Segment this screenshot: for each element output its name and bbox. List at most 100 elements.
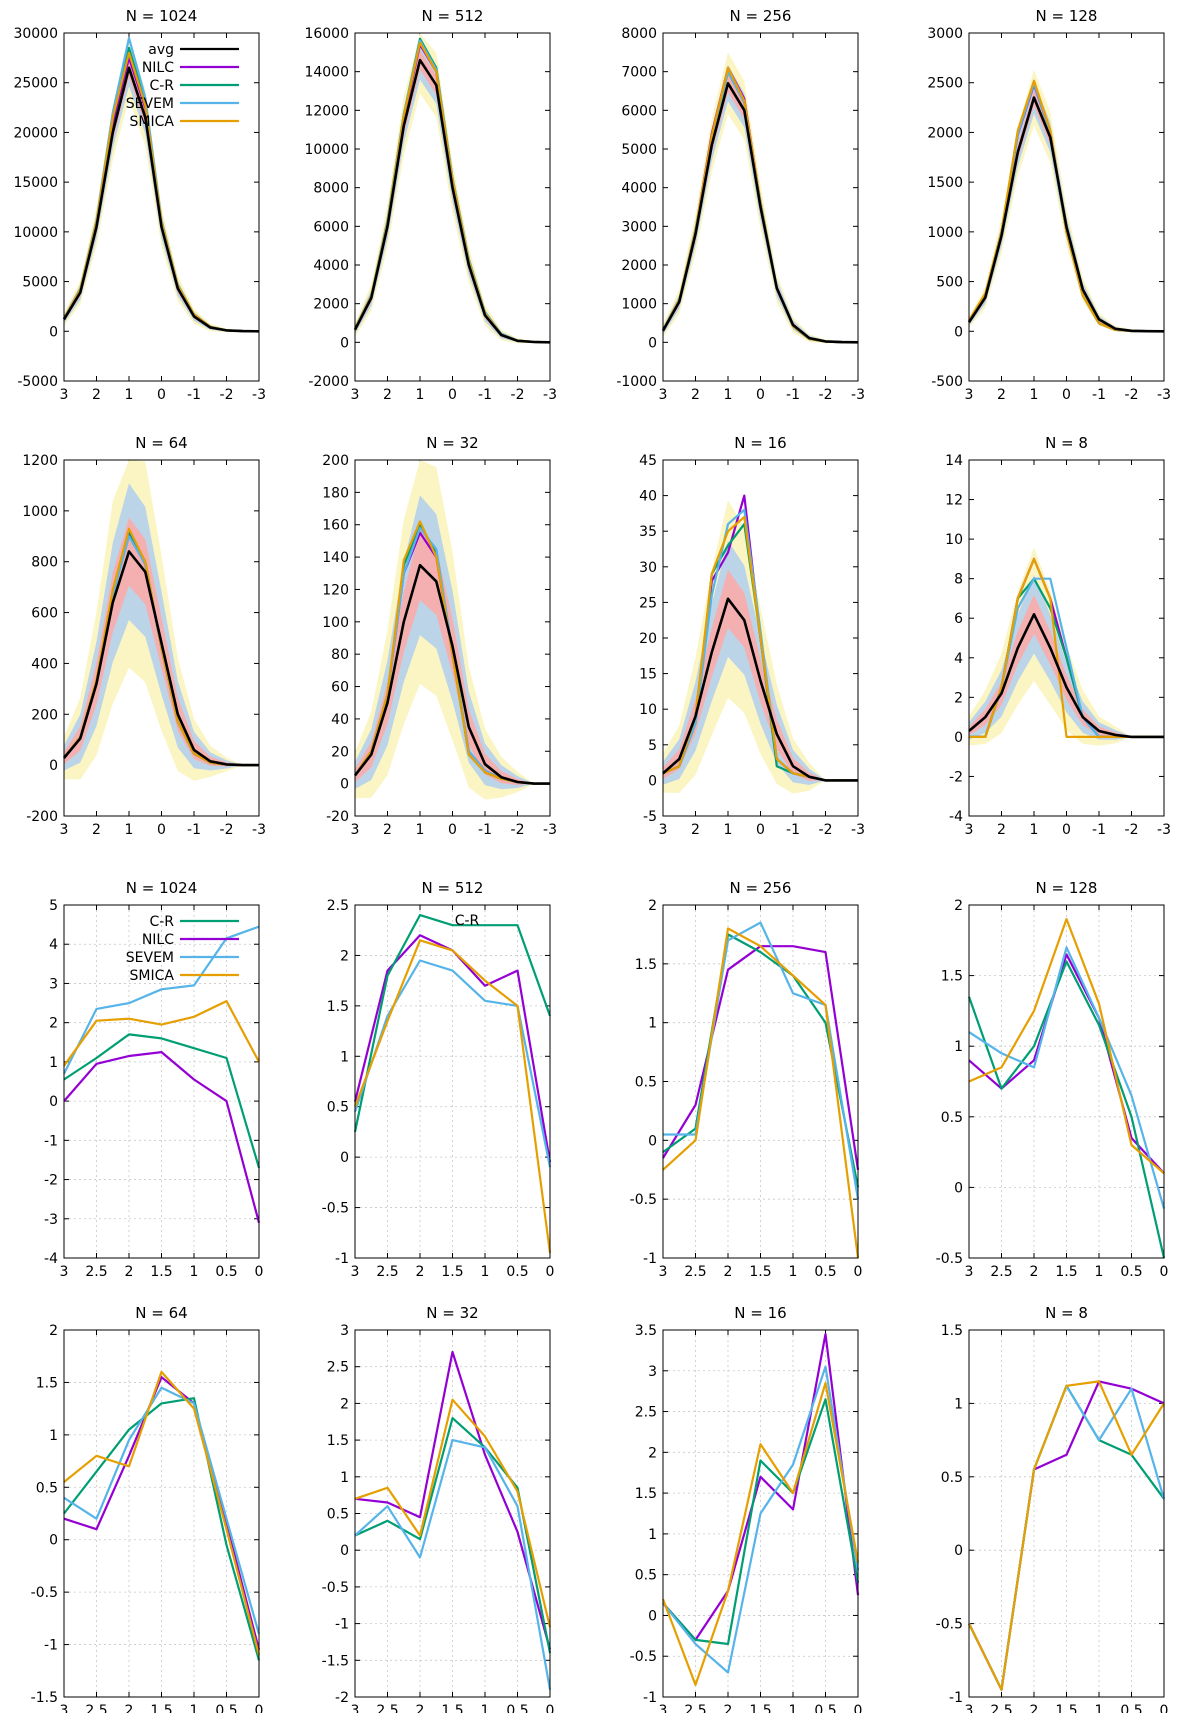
x-tick-label: 1 bbox=[724, 822, 733, 838]
x-tick-label: -3 bbox=[252, 822, 266, 838]
y-tick-label: -0.5 bbox=[31, 1585, 58, 1601]
series-line-nilc bbox=[63, 1050, 261, 1223]
panel-title: N = 32 bbox=[426, 434, 478, 452]
x-tick-label: 1 bbox=[1095, 1703, 1104, 1713]
y-tick-label: -1 bbox=[643, 1251, 657, 1267]
x-tick-label: 3 bbox=[965, 1264, 974, 1280]
y-tick-label: 6000 bbox=[313, 219, 349, 235]
y-tick-label: 800 bbox=[31, 555, 58, 571]
plot-frame bbox=[63, 459, 260, 817]
x-tick-label: 3 bbox=[60, 1264, 69, 1280]
y-tick-label: 0 bbox=[648, 773, 657, 789]
y-tick-label: 2 bbox=[340, 948, 349, 964]
x-tick-label: 1.5 bbox=[749, 1703, 771, 1713]
x-tick-label: 0 bbox=[157, 387, 166, 403]
x-tick-label: 2 bbox=[125, 1703, 134, 1713]
legend-label: SEVEM bbox=[126, 96, 174, 112]
y-tick-label: 2000 bbox=[621, 258, 657, 274]
x-tick-label: 2.5 bbox=[990, 1264, 1012, 1280]
y-tick-label: -20 bbox=[326, 809, 349, 825]
y-tick-label: 160 bbox=[322, 518, 349, 534]
panel-title: N = 1024 bbox=[126, 879, 198, 897]
series-line-sevem bbox=[968, 82, 1165, 333]
x-tick-label: 1 bbox=[416, 387, 425, 403]
legend-label: SEVEM bbox=[126, 950, 174, 966]
y-tick-label: 7000 bbox=[621, 65, 657, 81]
x-tick-label: -1 bbox=[1092, 387, 1106, 403]
x-tick-label: -2 bbox=[1125, 822, 1139, 838]
x-tick-label: -1 bbox=[478, 387, 492, 403]
y-tick-label: 0.5 bbox=[327, 1507, 349, 1523]
y-tick-label: 200 bbox=[31, 707, 58, 723]
plot-frame bbox=[968, 32, 1165, 382]
y-tick-label: 30000 bbox=[13, 26, 58, 42]
series-line-c-r bbox=[968, 81, 1165, 333]
x-tick-label: 1.5 bbox=[441, 1264, 463, 1280]
y-tick-label: -2 bbox=[44, 1173, 58, 1189]
x-tick-label: 1 bbox=[724, 387, 733, 403]
y-tick-label: -1.5 bbox=[31, 1690, 58, 1706]
y-tick-label: 2 bbox=[648, 1445, 657, 1461]
x-tick-label: 0 bbox=[1160, 1264, 1169, 1280]
series-line-avg bbox=[661, 82, 859, 344]
series-line-avg bbox=[967, 96, 1165, 333]
y-tick-label: -200 bbox=[26, 809, 58, 825]
plot-frame bbox=[968, 904, 1165, 1259]
x-tick-label: 2 bbox=[416, 1703, 425, 1713]
y-tick-label: 0.5 bbox=[36, 1480, 58, 1496]
y-tick-label: 5000 bbox=[22, 275, 58, 291]
x-tick-label: 0.5 bbox=[506, 1264, 528, 1280]
x-tick-label: -3 bbox=[851, 822, 865, 838]
y-tick-label: 0 bbox=[340, 777, 349, 793]
y-tick-label: 0 bbox=[49, 758, 58, 774]
x-tick-label: 2.5 bbox=[684, 1264, 706, 1280]
legend-label: C-R bbox=[149, 914, 174, 930]
y-tick-label: 12 bbox=[945, 493, 963, 509]
x-tick-label: 3 bbox=[351, 822, 360, 838]
y-tick-label: -0.5 bbox=[936, 1251, 963, 1267]
x-tick-label: 0 bbox=[255, 1264, 264, 1280]
y-tick-label: -1.5 bbox=[322, 1653, 349, 1669]
x-tick-label: -2 bbox=[511, 387, 525, 403]
x-tick-label: -2 bbox=[511, 822, 525, 838]
x-tick-label: 0.5 bbox=[1120, 1703, 1142, 1713]
series-line-c-r bbox=[63, 1033, 261, 1169]
x-tick-label: 1 bbox=[125, 387, 134, 403]
y-tick-label: -5000 bbox=[17, 374, 58, 390]
plot-frame bbox=[968, 459, 1165, 817]
y-tick-label: 0.5 bbox=[635, 1568, 657, 1584]
y-tick-label: -4 bbox=[44, 1251, 58, 1267]
y-tick-label: 500 bbox=[936, 275, 963, 291]
y-tick-label: 2 bbox=[954, 690, 963, 706]
x-tick-label: 3 bbox=[60, 822, 69, 838]
panel-title: N = 128 bbox=[1036, 879, 1098, 897]
x-tick-label: 1 bbox=[190, 1264, 199, 1280]
panel-title: N = 512 bbox=[422, 879, 484, 897]
plot-frame bbox=[662, 1329, 859, 1698]
x-tick-label: 0 bbox=[448, 387, 457, 403]
y-tick-label: 10 bbox=[639, 702, 657, 718]
x-tick-label: 1 bbox=[789, 1703, 798, 1713]
plot-frame bbox=[63, 904, 260, 1259]
y-tick-label: 1 bbox=[340, 1049, 349, 1065]
x-tick-label: 2 bbox=[416, 1264, 425, 1280]
y-tick-label: -1 bbox=[44, 1638, 58, 1654]
series-line-nilc bbox=[63, 1376, 261, 1651]
y-tick-label: 1 bbox=[648, 1527, 657, 1543]
y-tick-label: 1 bbox=[648, 1016, 657, 1032]
y-tick-label: 5 bbox=[648, 738, 657, 754]
y-tick-label: 4000 bbox=[621, 181, 657, 197]
y-tick-label: 2 bbox=[954, 898, 963, 914]
x-tick-label: 1.5 bbox=[1055, 1264, 1077, 1280]
series-line-sevem bbox=[968, 946, 1166, 1209]
y-tick-label: 0 bbox=[648, 1608, 657, 1624]
x-tick-label: 3 bbox=[659, 1703, 668, 1713]
band-outer bbox=[969, 69, 1164, 333]
chart-panel-12: N = 128 -0.5 0 0.5 1 1.5 2 3 2.5 2 1.5 1 0.5 0 bbox=[936, 879, 1169, 1280]
y-tick-label: 20 bbox=[639, 631, 657, 647]
y-tick-label: 2.5 bbox=[327, 898, 349, 914]
y-tick-label: 2000 bbox=[313, 297, 349, 313]
